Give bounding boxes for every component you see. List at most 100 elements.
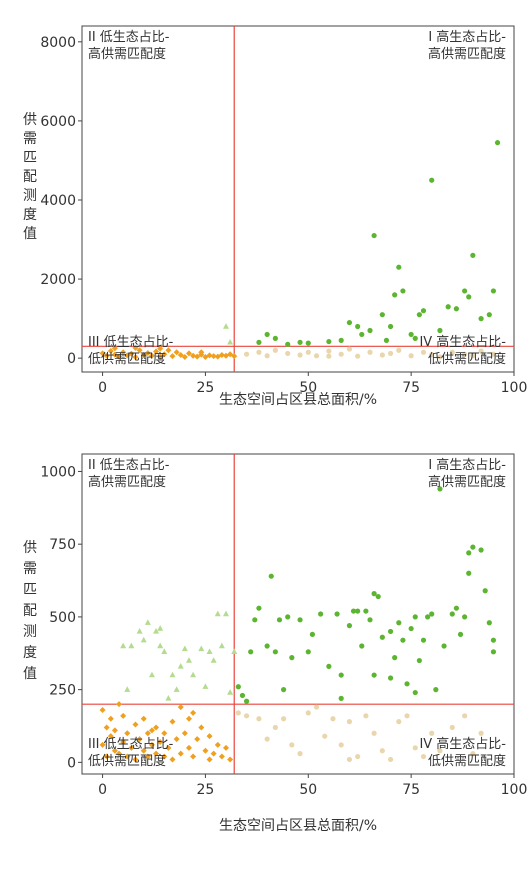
- quadrant-1-label-line2: 高供需匹配度: [428, 46, 506, 62]
- data-point-q3: [148, 352, 155, 359]
- plot-frame: [81, 453, 515, 775]
- data-point-q1: [441, 643, 447, 649]
- data-point-q1: [449, 611, 455, 617]
- data-point-q4: [338, 742, 344, 748]
- data-point-q3: [132, 344, 139, 351]
- quadrant-3-label-line2: 低供需匹配度: [88, 753, 166, 769]
- quadrant-3-label-line2: 低供需匹配度: [88, 351, 166, 367]
- data-point-q4: [470, 751, 476, 757]
- y-axis-label-char: 配: [23, 169, 37, 185]
- quadrant-2-label-line2: 高供需匹配度: [88, 46, 166, 62]
- data-point-q3: [165, 347, 172, 354]
- data-point-q4: [437, 748, 443, 754]
- data-point-q3: [157, 353, 164, 360]
- data-point-q4: [449, 724, 455, 731]
- x-axis-label: 生态空间占区县总面积/%: [219, 818, 377, 834]
- data-point-q1: [256, 605, 262, 611]
- data-point-q3: [140, 715, 147, 722]
- data-point-q2: [198, 645, 205, 652]
- data-point-q1: [392, 655, 398, 661]
- data-point-q3: [169, 353, 176, 360]
- data-point-q1: [494, 140, 501, 146]
- data-point-q1: [453, 605, 459, 611]
- data-point-q3: [136, 736, 143, 743]
- data-point-q3: [103, 753, 110, 760]
- data-point-q1: [371, 672, 377, 678]
- data-point-q2: [210, 657, 217, 663]
- y-tick-label: 8000: [40, 35, 76, 51]
- data-point-q3: [185, 350, 192, 357]
- data-point-q3: [194, 353, 201, 360]
- data-point-q3: [136, 347, 143, 354]
- data-point-q1: [490, 637, 497, 643]
- y-axis-label-char: 需: [23, 561, 37, 577]
- data-point-q3: [124, 753, 131, 760]
- data-point-q3: [120, 739, 127, 745]
- data-point-q1: [486, 620, 492, 626]
- x-axis-label: 生态空间占区县总面积/%: [219, 392, 377, 408]
- data-point-q4: [313, 353, 320, 359]
- data-point-q4: [449, 349, 455, 355]
- y-tick-label: 250: [49, 683, 76, 699]
- data-point-q4: [289, 742, 295, 748]
- y-axis-ticks: 0 250 500 750 1000: [40, 464, 82, 771]
- quadrant-4-label-line1: IV 高生态占比-: [419, 334, 506, 350]
- y-tick-label: 0: [67, 755, 76, 771]
- x-tick-label: 25: [197, 782, 215, 798]
- data-point-q1: [462, 288, 468, 294]
- data-point-q1: [416, 312, 422, 318]
- data-point-q3: [165, 744, 172, 751]
- x-tick-label: 50: [299, 380, 317, 396]
- data-point-q2: [140, 636, 147, 643]
- data-point-q3: [227, 351, 234, 358]
- data-point-q3: [116, 353, 123, 360]
- data-point-q2: [223, 610, 229, 617]
- y-axis-label-char: 值: [23, 226, 37, 242]
- data-point-q3: [132, 353, 139, 360]
- data-point-q4: [379, 748, 385, 754]
- data-point-q1: [367, 617, 373, 623]
- data-point-q1: [462, 614, 468, 620]
- data-point-q1: [256, 339, 262, 345]
- data-point-q4: [363, 713, 369, 719]
- data-point-q3: [153, 348, 160, 355]
- data-point-q1: [338, 337, 344, 343]
- data-point-q4: [326, 353, 332, 359]
- data-point-q3: [190, 352, 197, 359]
- data-point-q3: [169, 756, 176, 763]
- data-point-q1: [383, 337, 390, 343]
- quadrant-labels: II 低生态占比- 高供需匹配度 Ⅰ 高生态占比- 高供需匹配度 III 低生态…: [88, 29, 506, 367]
- quadrant-3-label-line1: III 低生态占比-: [88, 737, 174, 752]
- data-point-q2: [173, 686, 180, 692]
- data-point-q3: [153, 724, 160, 731]
- data-point-q3: [148, 741, 155, 748]
- data-point-q1: [326, 663, 332, 669]
- data-point-q1: [318, 611, 324, 617]
- data-point-q3: [231, 353, 238, 360]
- data-point-q4: [313, 704, 320, 710]
- data-point-q1: [252, 617, 258, 623]
- data-point-q1: [379, 634, 385, 640]
- data-point-q1: [285, 341, 291, 347]
- data-point-q4: [243, 713, 250, 719]
- data-point-q2: [161, 648, 168, 655]
- data-point-q1: [445, 304, 451, 310]
- data-point-q1: [334, 611, 340, 617]
- data-point-q1: [453, 306, 459, 312]
- y-axis-label-char: 配: [23, 603, 37, 619]
- data-point-q1: [478, 316, 484, 322]
- data-point-q1: [272, 335, 278, 341]
- data-point-q1: [297, 339, 303, 345]
- data-point-q3: [161, 351, 168, 358]
- data-point-q1: [375, 593, 381, 600]
- data-point-q1: [359, 331, 365, 338]
- data-point-q3: [202, 747, 209, 754]
- data-point-q3: [99, 350, 106, 357]
- data-point-q1: [404, 681, 410, 687]
- y-axis-label-char: 匹: [23, 150, 37, 166]
- data-point-q2: [157, 625, 164, 631]
- data-point-q3: [173, 349, 180, 356]
- data-point-q1: [408, 625, 414, 632]
- data-point-q4: [379, 352, 385, 358]
